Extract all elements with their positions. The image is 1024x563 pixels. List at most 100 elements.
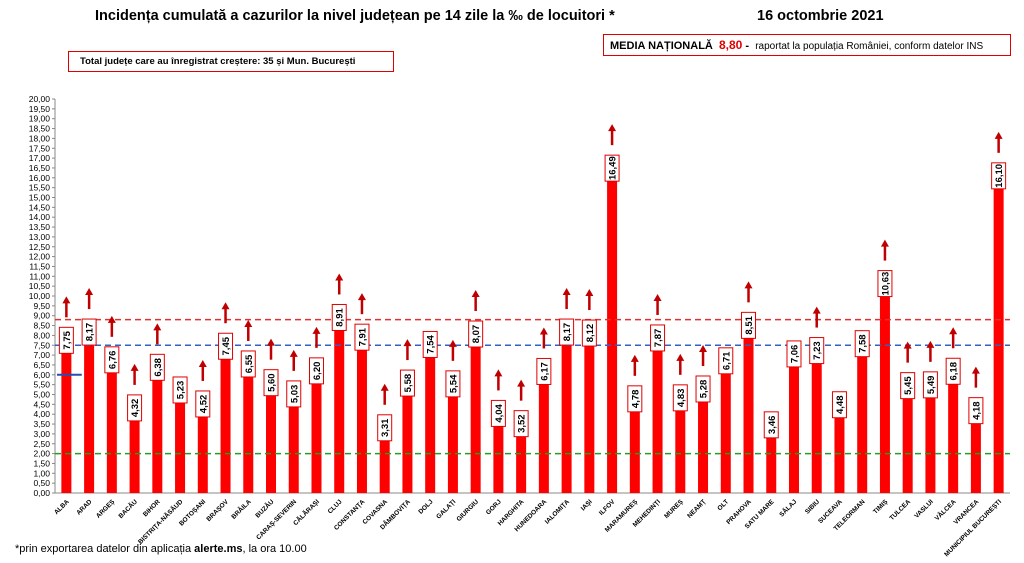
national-average-value: 8,80	[719, 38, 743, 52]
data-label-box	[104, 346, 120, 374]
y-tick-label: 1,50	[33, 458, 50, 468]
y-tick-label: 6,50	[33, 360, 50, 370]
increase-arrow-head	[971, 366, 980, 374]
bar	[106, 359, 117, 493]
x-tick-label: BRĂILA	[229, 497, 253, 521]
data-label: 4,78	[630, 390, 641, 409]
y-tick-label: 12,50	[29, 242, 51, 252]
bar	[334, 317, 345, 493]
footnote-source: alerte.ms	[194, 543, 243, 555]
bar	[584, 333, 595, 493]
x-tick-label: SĂLAJ	[777, 497, 799, 519]
y-tick-label: 19,50	[29, 104, 51, 114]
data-label: 7,58	[858, 334, 869, 353]
bar	[788, 353, 799, 493]
increase-arrow-head	[994, 131, 1003, 139]
data-label: 7,23	[812, 341, 823, 360]
increase-arrow-head	[221, 302, 230, 310]
increase-arrow-head	[562, 288, 571, 296]
data-label-box	[354, 323, 370, 351]
data-label-box	[650, 324, 666, 352]
data-label-box	[922, 371, 938, 399]
data-label-box	[81, 318, 97, 346]
footnote: *prin exportarea datelor din aplicația a…	[15, 543, 307, 555]
bar	[970, 410, 981, 493]
x-tick-label: IAȘI	[580, 498, 594, 512]
y-tick-label: 0,50	[33, 478, 50, 488]
bar	[402, 383, 413, 493]
x-tick-label: GALAȚI	[435, 498, 457, 520]
data-label: 6,71	[721, 351, 732, 370]
bar	[538, 371, 549, 493]
data-label-box	[991, 162, 1007, 190]
data-label: 6,76	[107, 351, 118, 370]
data-label: 5,54	[448, 374, 459, 393]
data-label: 5,45	[903, 376, 914, 395]
y-tick-label: 14,50	[29, 202, 51, 212]
y-tick-label: 18,50	[29, 124, 51, 134]
y-tick-label: 8,50	[33, 321, 50, 331]
data-label: 10,63	[880, 272, 891, 296]
data-label: 4,52	[198, 395, 209, 414]
chart-date: 16 octombrie 2021	[757, 8, 884, 24]
bar	[311, 370, 322, 493]
x-tick-label: OLT	[716, 498, 730, 512]
data-label-box	[741, 311, 757, 339]
bar	[379, 427, 390, 493]
national-average-label: MEDIA NAȚIONALĂ	[610, 40, 713, 52]
bar	[516, 423, 527, 493]
y-tick-label: 1,00	[33, 468, 50, 478]
x-tick-label: CLUJ	[327, 498, 344, 515]
increase-arrow-head	[926, 340, 935, 348]
data-label: 6,18	[949, 362, 960, 381]
bar	[857, 343, 868, 493]
bar	[356, 337, 367, 493]
data-label-box	[195, 390, 211, 418]
y-tick-label: 9,00	[33, 311, 50, 321]
data-label: 16,49	[608, 156, 619, 180]
increase-arrow-head	[517, 379, 526, 387]
increase-arrow-head	[267, 338, 276, 346]
data-label-box	[445, 370, 461, 398]
y-tick-label: 18,00	[29, 133, 51, 143]
increase-arrow-head	[653, 293, 662, 301]
data-label: 7,54	[426, 335, 437, 354]
data-label: 6,38	[153, 358, 164, 377]
bar	[811, 350, 822, 493]
x-tick-label: GIURGIU	[455, 498, 480, 523]
y-tick-label: 7,00	[33, 350, 50, 360]
data-label: 5,28	[699, 380, 710, 399]
x-tick-label: TULCEA	[889, 498, 913, 522]
bar	[129, 407, 140, 493]
data-label: 8,51	[744, 315, 755, 334]
bar	[197, 403, 208, 493]
data-label: 8,17	[85, 323, 96, 342]
y-tick-label: 6,00	[33, 370, 50, 380]
bar	[993, 175, 1004, 493]
data-label: 7,06	[789, 345, 800, 364]
increase-arrow-head	[62, 296, 71, 304]
increase-arrow-head	[153, 323, 162, 331]
data-label-box	[422, 330, 438, 358]
increase-arrow-head	[699, 344, 708, 352]
increase-arrow-head	[585, 289, 594, 297]
increase-arrow-head	[471, 290, 480, 298]
increase-arrow-head	[630, 354, 639, 362]
bar	[834, 404, 845, 493]
increase-arrow-head	[903, 341, 912, 349]
data-label-box	[308, 357, 324, 385]
data-label: 7,75	[62, 330, 73, 349]
bar	[84, 332, 95, 493]
increase-arrow-head	[448, 339, 457, 347]
x-tick-label: ARAD	[75, 498, 93, 516]
data-label-box	[672, 384, 688, 412]
bar	[266, 382, 277, 493]
increase-arrow-head	[289, 349, 298, 357]
data-label: 5,49	[926, 376, 937, 395]
y-tick-label: 10,00	[29, 291, 51, 301]
increase-arrow-head	[335, 273, 344, 281]
y-tick-label: 14,00	[29, 212, 51, 222]
data-label-box	[718, 347, 734, 375]
bar	[879, 283, 890, 493]
data-label-box	[263, 369, 279, 397]
